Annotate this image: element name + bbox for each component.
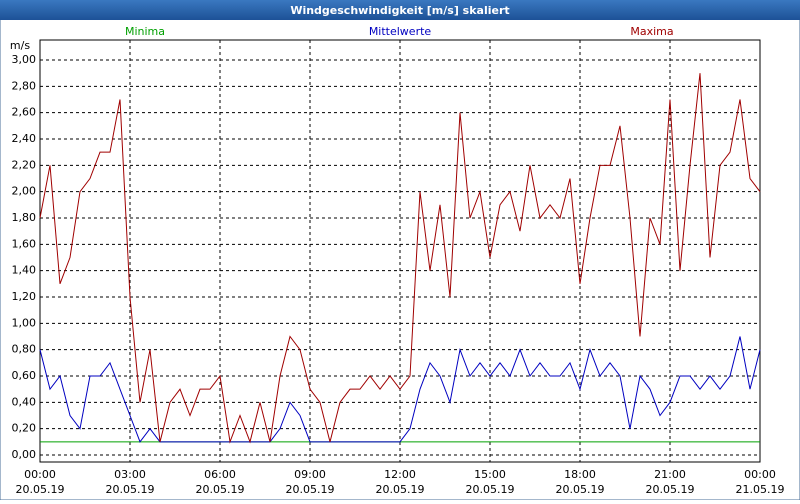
chart-title: Windgeschwindigkeit [m/s] skaliert [290,4,509,17]
y-tick-label: 2,20 [12,158,37,171]
y-tick-label: 1,00 [12,316,37,329]
x-tick-date: 20.05.19 [376,483,425,496]
x-tick-date: 20.05.19 [286,483,335,496]
x-tick-label: 15:00 [474,468,506,481]
x-tick-date: 20.05.19 [196,483,245,496]
x-tick-date: 20.05.19 [556,483,605,496]
y-tick-label: 2,40 [12,132,37,145]
x-tick-label: 12:00 [384,468,416,481]
title-bar [0,0,800,20]
x-tick-date: 20.05.19 [466,483,515,496]
x-tick-label: 21:00 [654,468,686,481]
x-tick-date: 20.05.19 [16,483,65,496]
x-tick-date: 20.05.19 [646,483,695,496]
y-tick-label: 0,60 [12,369,37,382]
y-unit: m/s [10,39,30,52]
legend-entry: Minima [125,25,165,38]
legend-entry: Mittelwerte [369,25,432,38]
y-tick-label: 0,40 [12,395,37,408]
y-tick-label: 1,20 [12,290,37,303]
x-tick-label: 00:00 [24,468,56,481]
x-tick-label: 09:00 [294,468,326,481]
series-line [39,73,761,444]
y-tick-label: 1,60 [12,237,37,250]
y-tick-label: 2,80 [12,79,37,92]
x-tick-label: 00:00 [744,468,776,481]
x-tick-date: 20.05.19 [106,483,155,496]
x-tick-label: 18:00 [564,468,596,481]
x-tick-label: 06:00 [204,468,236,481]
x-tick-date: 21.05.19 [736,483,785,496]
legend-entry: Maxima [630,25,673,38]
y-tick-label: 0,20 [12,422,37,435]
y-tick-label: 0,00 [12,448,37,461]
y-tick-label: 1,40 [12,264,37,277]
y-tick-label: 3,00 [12,53,37,66]
y-tick-label: 2,00 [12,185,37,198]
x-tick-label: 03:00 [114,468,146,481]
y-tick-label: 1,80 [12,211,37,224]
y-tick-label: 2,60 [12,106,37,119]
y-tick-label: 0,80 [12,343,37,356]
